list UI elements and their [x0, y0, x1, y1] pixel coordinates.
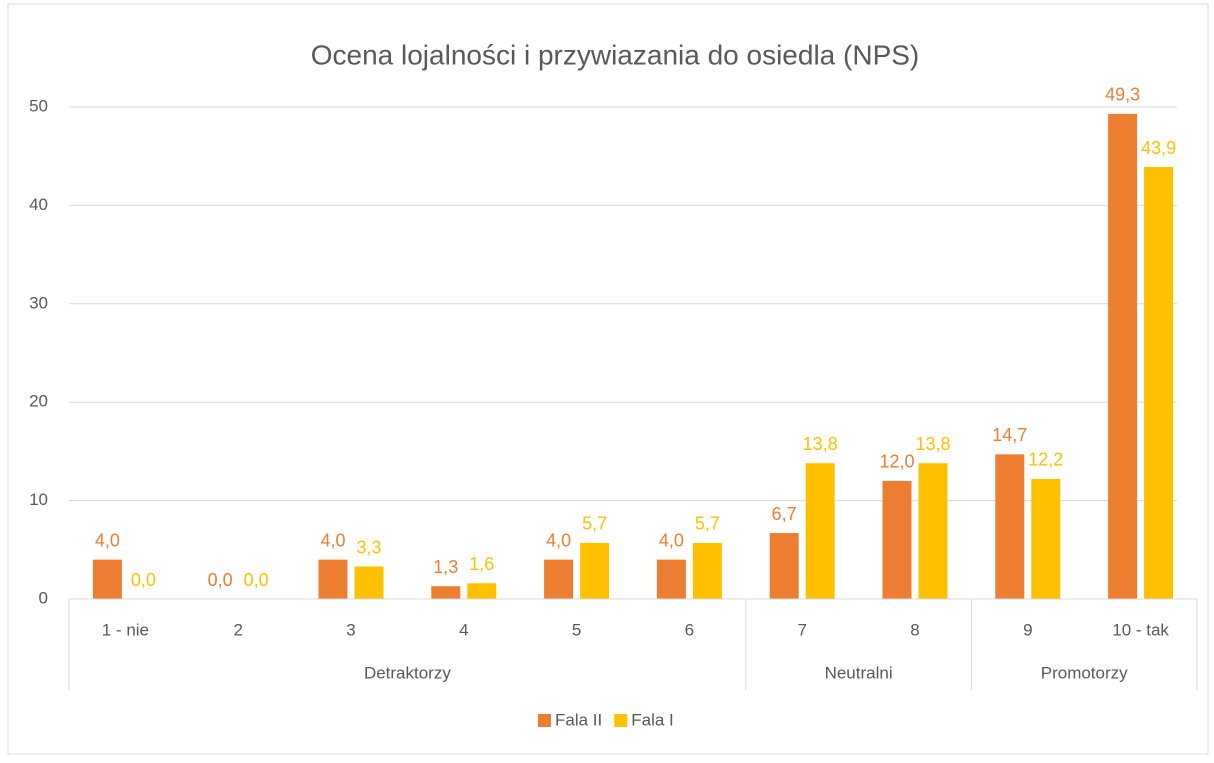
data-label: 5,7 — [582, 514, 607, 534]
legend-label: Fala I — [631, 710, 674, 729]
x-tick-label: 2 — [233, 620, 242, 639]
x-tick-label: 4 — [459, 620, 468, 639]
y-tick-label: 30 — [29, 293, 48, 312]
x-tick-label: 8 — [910, 620, 919, 639]
bar — [318, 559, 348, 599]
x-tick-label: 10 - tak — [1112, 620, 1169, 639]
y-tick-label: 10 — [29, 490, 48, 509]
bar — [1108, 113, 1138, 599]
group-label: Neutralni — [825, 663, 893, 682]
data-label: 1,3 — [433, 557, 458, 577]
data-label: 13,8 — [803, 434, 838, 454]
x-tick-label: 3 — [346, 620, 355, 639]
bar — [805, 463, 835, 599]
data-label: 4,0 — [95, 530, 120, 550]
bar — [467, 583, 497, 599]
bar — [995, 454, 1025, 599]
bar — [1031, 478, 1061, 599]
bar — [431, 586, 461, 599]
x-tick-label: 7 — [797, 620, 806, 639]
data-label: 6,7 — [772, 504, 797, 524]
legend-swatch — [614, 714, 628, 727]
x-tick-label: 6 — [685, 620, 694, 639]
chart-title: Ocena lojalności i przywiazania do osied… — [311, 39, 920, 70]
data-label: 4,0 — [659, 530, 684, 550]
bar — [354, 566, 384, 599]
data-label: 49,3 — [1105, 85, 1140, 105]
bar — [918, 463, 948, 599]
data-label: 1,6 — [469, 554, 494, 574]
y-tick-label: 40 — [29, 195, 48, 214]
bar — [92, 559, 122, 599]
bar — [769, 533, 799, 599]
y-tick-label: 0 — [39, 588, 48, 607]
y-tick-label: 50 — [29, 96, 48, 115]
data-label: 43,9 — [1141, 138, 1176, 158]
data-label: 4,0 — [546, 530, 571, 550]
x-tick-label: 1 - nie — [102, 620, 149, 639]
y-tick-label: 20 — [29, 392, 48, 411]
data-label: 12,0 — [879, 452, 914, 472]
data-label: 5,7 — [695, 514, 720, 534]
data-label: 3,3 — [356, 537, 381, 557]
data-label: 14,7 — [992, 425, 1027, 445]
chart-border — [7, 3, 1209, 755]
legend-label: Fala II — [555, 710, 602, 729]
bar — [692, 542, 722, 599]
data-label: 0,0 — [208, 570, 233, 590]
x-tick-label: 9 — [1023, 620, 1032, 639]
bar — [544, 559, 574, 599]
group-label: Detraktorzy — [364, 663, 451, 682]
data-label: 4,0 — [320, 530, 345, 550]
data-label: 12,2 — [1028, 450, 1063, 470]
legend-swatch — [538, 714, 551, 727]
x-tick-label: 5 — [572, 620, 581, 639]
group-label: Promotorzy — [1041, 663, 1128, 682]
bar — [656, 559, 686, 599]
data-label: 13,8 — [915, 434, 950, 454]
bar — [580, 542, 610, 599]
bar — [882, 480, 912, 599]
data-label: 0,0 — [131, 570, 156, 590]
data-label: 0,0 — [244, 570, 269, 590]
bar — [1144, 167, 1174, 600]
